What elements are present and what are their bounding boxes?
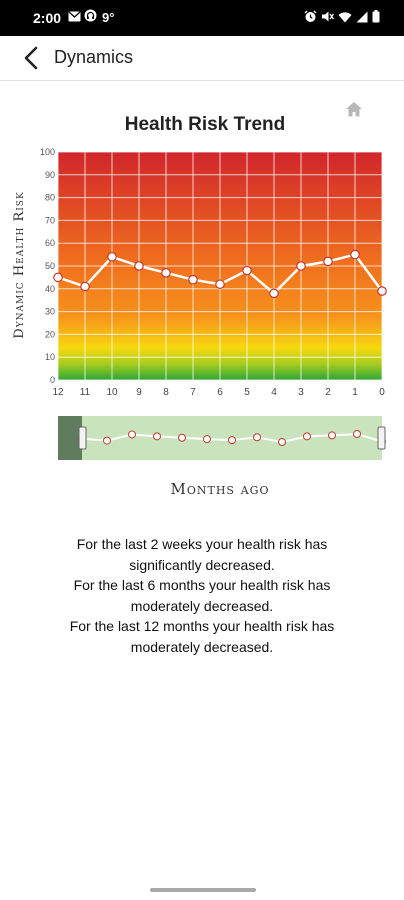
y-tick-label: 20 [45,329,55,339]
y-tick-label: 60 [45,238,55,248]
y-tick-label: 10 [45,352,55,362]
data-point [377,286,387,296]
navigator-point [153,432,161,441]
x-tick-label: 6 [217,387,223,398]
data-point [242,265,252,276]
y-tick-label: 100 [40,147,55,157]
y-tick-label: 30 [45,307,55,317]
navigator-point [353,430,361,438]
y-tick-label: 40 [45,284,55,294]
status-right-icons [304,10,380,26]
chart-title: Health Risk Trend [125,114,286,135]
navigator-background [58,416,382,460]
navigator-point [103,436,111,445]
summary-line: significantly decreased. [129,556,275,573]
x-axis-ticks: 12 11 10 9 8 7 6 5 4 3 2 1 0 [52,387,385,398]
data-point [134,261,144,271]
signal-icon [356,10,368,26]
back-button[interactable] [16,45,46,71]
wifi-icon [338,10,352,26]
data-point [215,279,225,290]
x-tick-label: 2 [325,387,331,398]
y-tick-label: 80 [45,193,55,203]
home-icon [346,102,362,117]
x-tick-label: 8 [163,387,169,398]
x-tick-label: 5 [244,387,250,398]
alarm-icon [304,10,317,26]
x-tick-label: 11 [80,387,91,398]
mail-icon [68,9,81,25]
navigator-point [253,433,261,442]
data-point [188,274,198,285]
navigator-point [178,433,186,442]
navigator-point [328,431,336,440]
navigator-point [278,438,286,446]
data-point [269,288,279,299]
headphones-icon [84,9,97,25]
summary-line: moderately decreased. [130,597,274,614]
data-point [53,272,63,283]
risk-summary: For the last 2 weeks your health risk ha… [30,534,374,657]
x-axis-label: Months ago [171,480,270,498]
health-risk-chart: Health Risk Trend Dynamic Health Risk 0 1… [0,90,404,510]
x-tick-label: 7 [190,387,196,398]
x-tick-label: 4 [271,387,277,398]
status-bar: 2:00 9° [0,0,404,36]
navigator-point [203,435,211,444]
mute-icon [321,10,335,26]
summary-line: For the last 6 months your health risk h… [73,577,331,593]
status-left-icons: 9° [68,9,114,25]
series-risk [53,249,387,299]
y-tick-label: 50 [45,261,55,271]
gesture-nav-bar[interactable] [150,888,256,892]
navigator-point [303,432,311,441]
data-point [323,256,333,267]
app-bar: Dynamics [0,36,404,81]
x-tick-label: 3 [298,387,304,398]
range-navigator[interactable] [58,416,386,460]
navigator-left-handle[interactable] [78,426,87,450]
navigator-point [128,430,136,439]
chart-svg: Health Risk Trend Dynamic Health Risk 0 1… [12,102,387,498]
status-temperature: 9° [102,9,115,25]
data-point [107,252,117,262]
y-tick-label: 90 [45,170,55,180]
summary-line: For the last 2 weeks your health risk ha… [76,536,328,552]
navigator-right-handle[interactable] [377,426,386,450]
x-tick-label: 12 [52,387,64,398]
data-point [161,268,171,278]
page-title: Dynamics [54,47,134,67]
x-tick-label: 10 [106,387,118,398]
summary-line: moderately decreased. [130,638,274,655]
y-tick-label: 70 [45,215,55,225]
x-tick-label: 1 [352,387,358,398]
navigator-left-mask [58,416,82,460]
home-button[interactable] [346,102,362,117]
data-point [350,249,360,260]
chevron-left-icon [24,46,38,70]
battery-icon [372,10,380,26]
summary-line: For the last 12 months your health risk … [69,618,335,634]
data-point [296,261,306,271]
data-point [80,281,90,292]
navigator-point [228,436,236,445]
x-tick-label: 0 [379,387,385,398]
navigator-series [78,430,386,446]
y-axis-label: Dynamic Health Risk [12,191,27,338]
y-axis-ticks: 0 10 20 30 40 50 60 70 80 90 100 [40,147,55,385]
y-tick-label: 0 [50,375,55,385]
x-tick-label: 9 [136,387,142,398]
status-time: 2:00 [33,10,62,26]
